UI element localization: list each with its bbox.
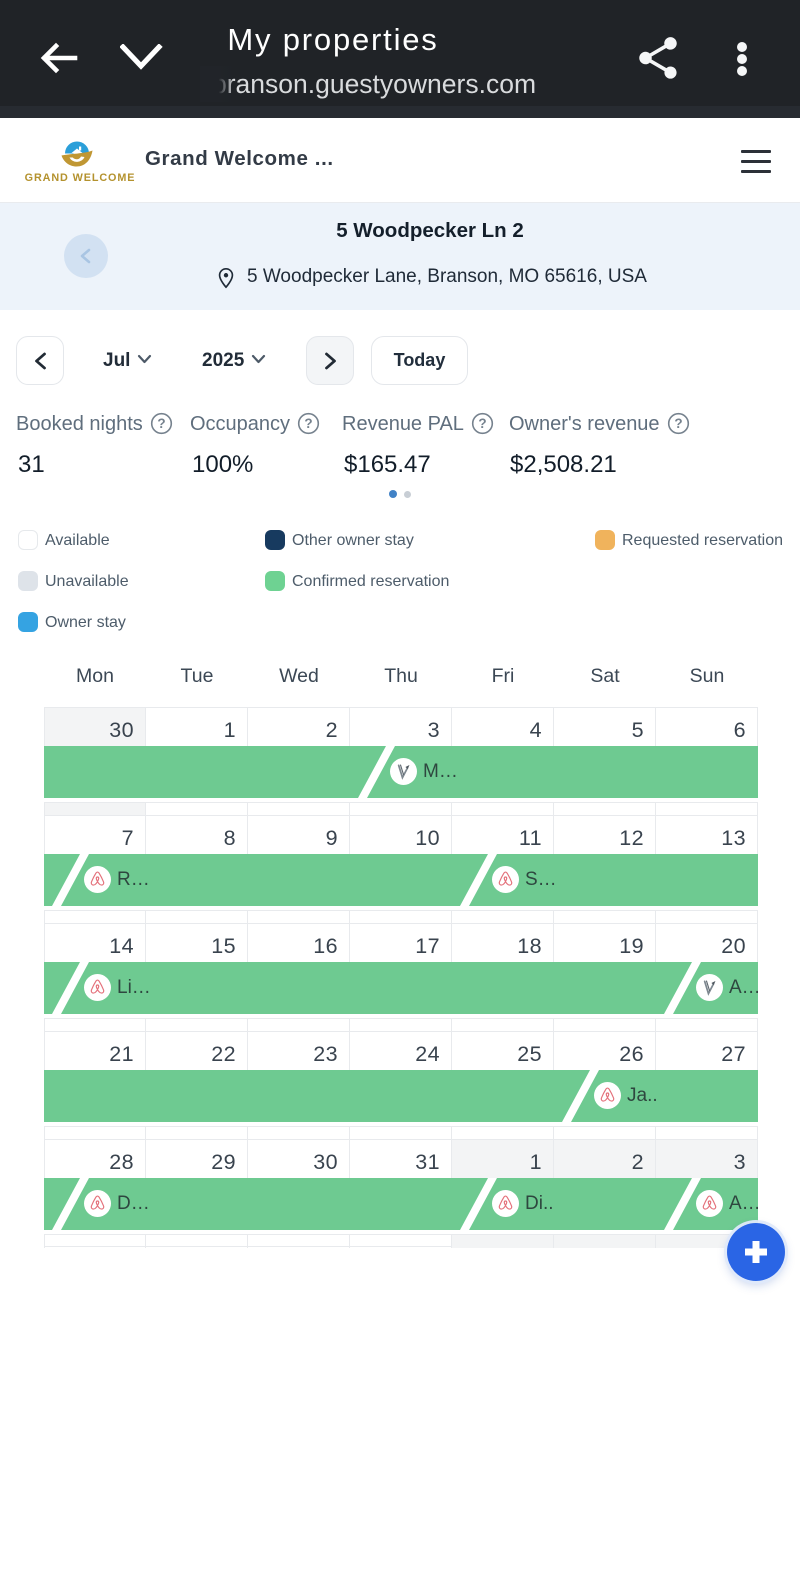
svg-text:?: ?: [304, 416, 312, 431]
svg-text:?: ?: [674, 416, 682, 431]
svg-text:?: ?: [157, 416, 165, 431]
svg-text:?: ?: [478, 416, 486, 431]
